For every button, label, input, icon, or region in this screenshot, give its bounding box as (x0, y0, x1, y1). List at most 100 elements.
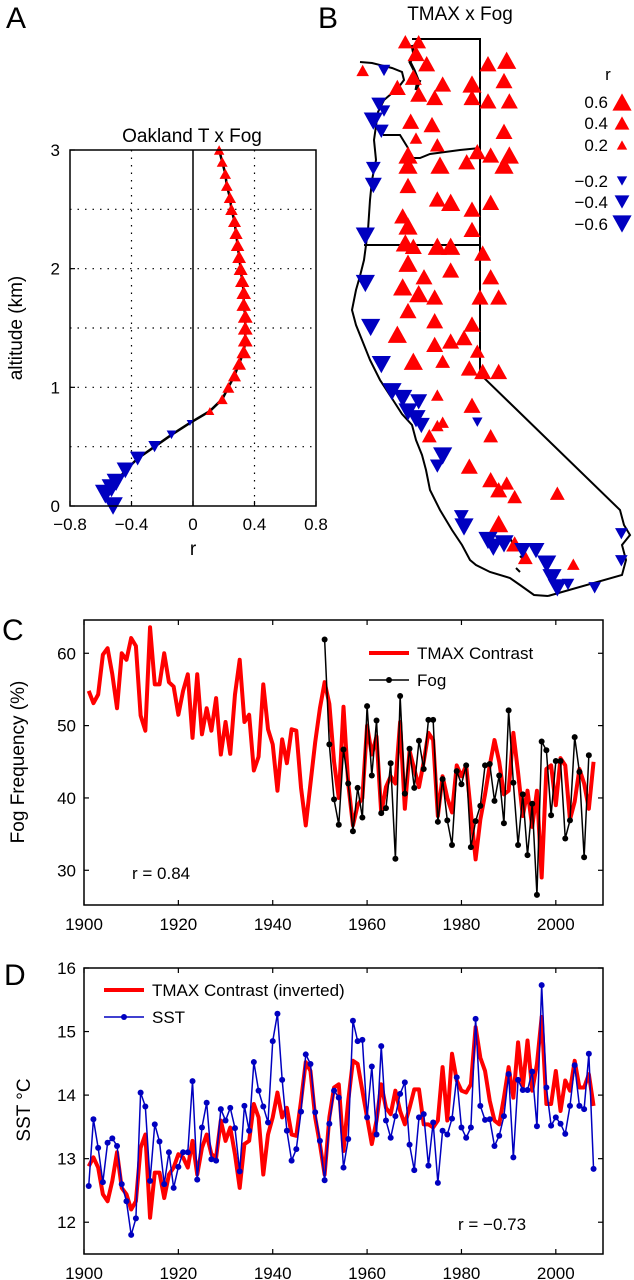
station-marker-positive (490, 482, 508, 498)
data-point (533, 1123, 540, 1130)
station-marker-positive (462, 75, 482, 93)
panel-d-y-ticks: 12 13 14 15 16 (57, 959, 603, 1232)
station-marker-negative (373, 124, 389, 138)
station-marker-negative (393, 389, 413, 408)
station-marker-positive (423, 116, 441, 133)
x-tick-label: 1940 (254, 915, 292, 934)
data-point (425, 1162, 432, 1169)
station-marker-positive (387, 325, 407, 343)
data-point (415, 737, 422, 744)
station-marker-positive (441, 237, 461, 255)
y-tick-label: 16 (57, 959, 76, 978)
station-marker-positive (463, 316, 481, 332)
y-tick-label: 3 (51, 141, 60, 160)
data-point (335, 821, 342, 828)
data-point (467, 844, 474, 851)
station-marker-positive (463, 89, 481, 106)
data-point (439, 1127, 446, 1134)
data-point (562, 1130, 569, 1137)
station-marker-negative (361, 318, 381, 337)
series-line-sst (87, 985, 595, 1236)
data-point (420, 766, 427, 773)
data-point (392, 855, 399, 862)
data-point (519, 1087, 526, 1094)
data-point (331, 796, 338, 803)
station-marker-positive (549, 486, 565, 500)
data-point (279, 1076, 286, 1083)
legend-marker (612, 93, 632, 111)
data-point (557, 1120, 564, 1127)
data-point (510, 779, 517, 786)
data-point (184, 1149, 191, 1156)
data-point (147, 1177, 154, 1184)
data-point (458, 781, 465, 788)
triangle-up-marker (235, 274, 250, 287)
triangle-up-marker (237, 321, 253, 335)
station-marker-negative (377, 105, 391, 117)
data-point (170, 1184, 177, 1191)
station-marker-negative (371, 356, 391, 374)
triangle-up-marker (220, 180, 233, 191)
data-point (529, 800, 536, 807)
legend-label: −0.6 (574, 215, 608, 234)
panel-a-grid (70, 150, 316, 506)
station-marker-negative (527, 543, 545, 559)
x-tick-label: 1960 (348, 1264, 386, 1280)
station-marker-negative (453, 510, 469, 524)
data-point (316, 1137, 323, 1144)
station-marker-positive (494, 156, 514, 174)
station-marker-positive (482, 471, 500, 488)
data-point (368, 1063, 375, 1070)
data-point (156, 1138, 163, 1145)
data-point (378, 810, 385, 817)
station-marker-negative (382, 383, 402, 401)
data-point (411, 784, 418, 791)
panel-d-y-label: SST °C (14, 1078, 35, 1141)
data-point (434, 818, 441, 825)
data-point (288, 1157, 295, 1164)
data-point (99, 1179, 106, 1186)
station-marker-positive (500, 93, 518, 109)
panel-c-y-label: Fog Frequency (%) (8, 681, 29, 844)
data-point (552, 1114, 559, 1121)
station-marker-negative (615, 528, 628, 540)
data-point (321, 636, 328, 643)
triangle-up-marker (233, 262, 248, 275)
panel-c-correlation: r = 0.84 (132, 864, 190, 883)
data-point (472, 1015, 479, 1022)
station-marker-positive (435, 354, 451, 368)
station-marker-positive (431, 419, 444, 432)
data-point (463, 762, 470, 769)
data-point (302, 1051, 309, 1058)
legend-label: 0.2 (584, 136, 608, 155)
station-marker-negative (365, 161, 381, 176)
data-point (293, 1146, 300, 1153)
state-border-wa-or (383, 134, 481, 159)
triangle-up-marker (236, 345, 252, 359)
station-marker-positive (442, 262, 460, 278)
station-marker-positive (398, 156, 418, 174)
station-marker-positive (397, 35, 413, 49)
station-marker-positive (402, 113, 420, 129)
station-marker-positive (490, 363, 508, 380)
data-point (340, 746, 347, 753)
panel-letter-a: A (6, 2, 26, 35)
coastline (350, 61, 549, 597)
station-marker-positive (474, 245, 492, 261)
x-tick-label: 2000 (537, 1264, 575, 1280)
data-point (486, 1116, 493, 1123)
data-point (321, 1177, 328, 1184)
station-marker-positive (482, 147, 500, 163)
triangle-up-marker (225, 203, 238, 215)
station-marker-negative (615, 555, 628, 567)
station-marker-positive (482, 194, 500, 210)
series-line-tmax-contrast-inverted- (86, 1014, 596, 1220)
data-point (548, 1122, 555, 1129)
panel-d-sst-timeseries: 1900 1920 1940 1960 1980 2000 12 13 14 15 16 SST … (14, 959, 604, 1280)
station-marker-negative (412, 417, 430, 434)
station-marker-positive (442, 333, 460, 349)
data-point (241, 1102, 248, 1109)
data-point (581, 854, 588, 861)
data-point (524, 852, 531, 859)
station-marker-positive (458, 154, 476, 170)
